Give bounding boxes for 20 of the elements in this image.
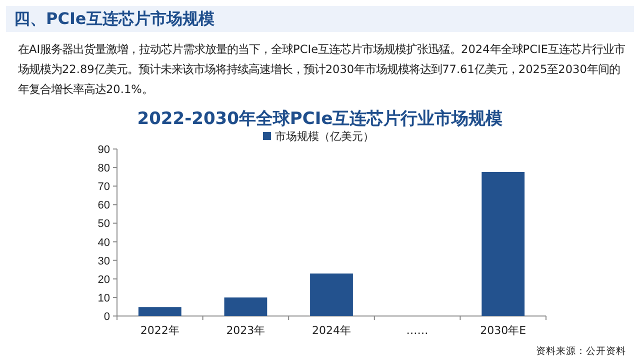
x-tick-label: 2030年E	[480, 324, 526, 337]
title: 2022-2030年全球PCIe互连芯片行业市场规模	[137, 109, 503, 129]
y-tick-label: 70	[98, 181, 110, 194]
annotation: 四、PCIe互连芯片市场规模	[14, 9, 214, 30]
y-tick-label: 20	[98, 274, 110, 286]
y-tick-label: 50	[98, 218, 110, 230]
y-tick-label: 80	[98, 162, 110, 175]
x-tick-label: 2023年	[226, 324, 266, 337]
x-tick-label: ……	[406, 324, 428, 337]
legend-label: 市场规模（亿美元）	[275, 130, 374, 143]
annotation: 资料来源：公开资料	[536, 345, 626, 358]
y-tick-label: 90	[98, 144, 110, 156]
x-tick-label: 2024年	[312, 324, 351, 337]
y-tick-label: 30	[98, 255, 110, 268]
y-tick-label: 40	[98, 236, 110, 249]
y-tick-label: 60	[98, 200, 110, 212]
x-tick-label: 2022年	[140, 324, 180, 337]
annotation: 在AI服务器出货量激增，拉动芯片需求放量的当下，全球PCIe互连芯片市场规模扩张迅猛。2024年全球PCIE互连芯片行业市场规模为22.89亿美元。预计未来该市场将持续高速增长，预计2030年市场规模将达到77.61亿美元，2025至2030年间的年复合增长率高达20.1%。	[18, 42, 626, 98]
y-tick-label: 10	[98, 292, 110, 304]
y-tick-label: 0	[104, 311, 110, 323]
